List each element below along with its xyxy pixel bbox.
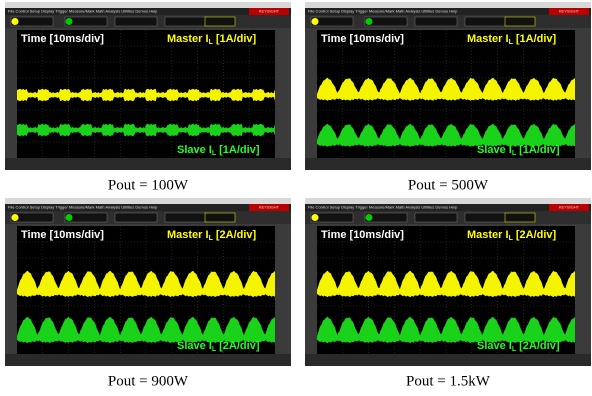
master-subscript: L	[509, 235, 514, 242]
toolbar-box	[115, 213, 157, 222]
slave-name: Slave I	[177, 340, 212, 352]
slave-subscript: L	[512, 150, 517, 157]
brand: KEYSIGHT	[559, 205, 580, 210]
time-label: Time [10ms/div]	[21, 229, 104, 241]
slave-scale: [1A/div]	[519, 144, 560, 156]
menu: File Control Setup Display Trigger Measu…	[8, 9, 158, 14]
brand: KEYSIGHT	[559, 9, 580, 14]
toolbar-box	[165, 213, 207, 222]
toolbar-box	[465, 213, 507, 222]
ch1-icon	[12, 18, 19, 25]
caption: Pout = 1.5kW	[406, 373, 491, 389]
slave-name: Slave I	[177, 144, 212, 156]
scope-screenshot: File Control Setup Display Trigger Measu…	[5, 198, 291, 366]
slave-name: Slave I	[477, 144, 512, 156]
time-label: Time [10ms/div]	[321, 33, 404, 45]
slave-scale: [2A/div]	[519, 340, 560, 352]
time-label: Time [10ms/div]	[21, 33, 104, 45]
bottom-bar	[305, 354, 591, 366]
trigger-box	[505, 213, 535, 222]
figure: File Control Setup Display Trigger Measu…	[0, 0, 592, 396]
master-subscript: L	[209, 235, 214, 242]
slave-label: Slave IL[1A/div]	[477, 144, 560, 157]
ch1-icon	[312, 18, 319, 25]
slave-name: Slave I	[477, 340, 512, 352]
trigger-box	[205, 17, 235, 26]
caption: Pout = 900W	[108, 373, 189, 389]
scope-screenshot: File Control Setup Display Trigger Measu…	[5, 2, 291, 170]
scope-screenshot: File Control Setup Display Trigger Measu…	[305, 198, 591, 366]
slave-label: Slave IL[2A/div]	[477, 340, 560, 353]
slave-subscript: L	[212, 150, 217, 157]
master-scale: [1A/div]	[516, 33, 557, 45]
bottom-bar	[5, 354, 291, 366]
slave-scale: [2A/div]	[219, 340, 260, 352]
slave-label: Slave IL[1A/div]	[177, 144, 260, 157]
trigger-box	[205, 213, 235, 222]
toolbar-box	[115, 17, 157, 26]
ch2-icon	[366, 18, 373, 25]
ch1-icon	[312, 214, 319, 221]
master-scale: [2A/div]	[516, 229, 557, 241]
menu: File Control Setup Display Trigger Measu…	[8, 205, 158, 210]
toolbar-box	[465, 17, 507, 26]
bottom-bar	[305, 158, 591, 170]
scope-screenshot: File Control Setup Display Trigger Measu…	[305, 2, 591, 170]
slave-subscript: L	[212, 346, 217, 353]
title-bar	[305, 2, 591, 8]
ch2-icon	[366, 214, 373, 221]
master-name: Master I	[167, 33, 209, 45]
toolbar-box	[415, 17, 457, 26]
toolbar-box	[415, 213, 457, 222]
caption: Pout = 500W	[408, 177, 489, 193]
bottom-bar	[5, 158, 291, 170]
slave-scale: [1A/div]	[219, 144, 260, 156]
master-name: Master I	[167, 229, 209, 241]
title-bar	[5, 2, 291, 8]
slave-label: Slave IL[2A/div]	[177, 340, 260, 353]
ch2-icon	[66, 214, 73, 221]
master-name: Master I	[467, 33, 509, 45]
slave-subscript: L	[512, 346, 517, 353]
master-subscript: L	[209, 39, 214, 46]
toolbar-box	[165, 17, 207, 26]
title-bar	[5, 198, 291, 204]
menu: File Control Setup Display Trigger Measu…	[308, 9, 458, 14]
menu: File Control Setup Display Trigger Measu…	[308, 205, 458, 210]
brand: KEYSIGHT	[259, 205, 280, 210]
ch2-icon	[66, 18, 73, 25]
master-subscript: L	[509, 39, 514, 46]
title-bar	[305, 198, 591, 204]
trigger-box	[505, 17, 535, 26]
master-scale: [1A/div]	[216, 33, 257, 45]
master-scale: [2A/div]	[216, 229, 257, 241]
brand: KEYSIGHT	[259, 9, 280, 14]
caption: Pout = 100W	[108, 177, 189, 193]
time-label: Time [10ms/div]	[321, 229, 404, 241]
ch1-icon	[12, 214, 19, 221]
page: {"scope_menu": "File Control Setup Displ…	[0, 0, 592, 396]
master-name: Master I	[467, 229, 509, 241]
